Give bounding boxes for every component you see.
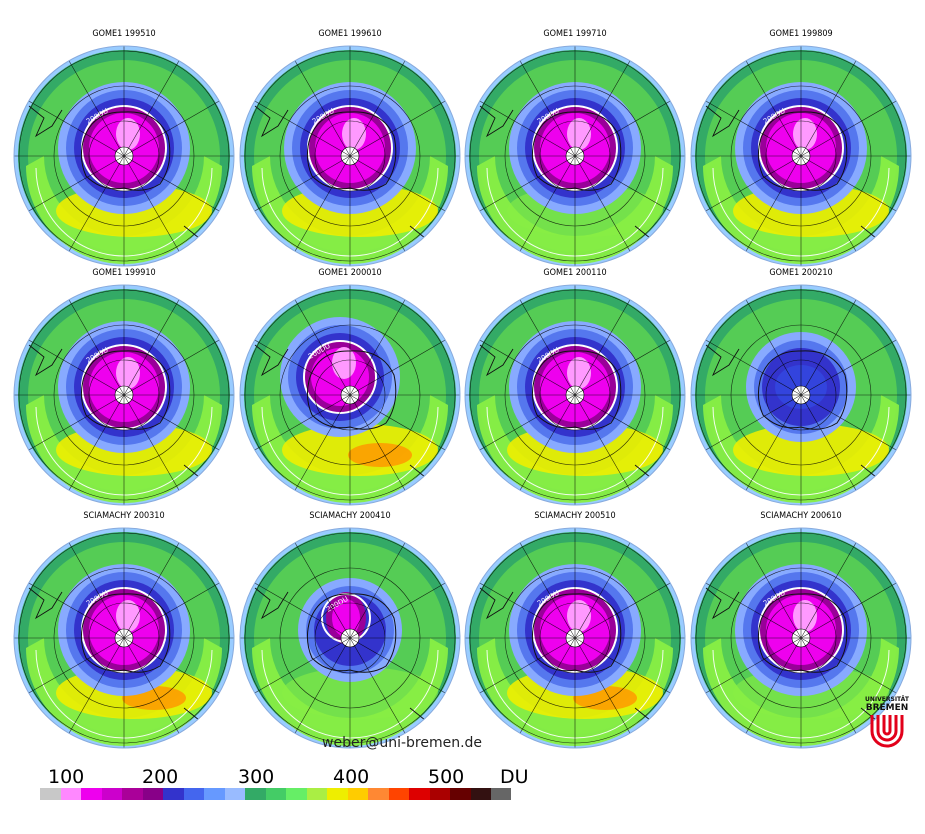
colorbar-swatch xyxy=(347,788,368,800)
colorbar-tick-100: 100 xyxy=(48,766,85,788)
ozone-polar-map: 200DU xyxy=(239,45,461,267)
map-title: GOME1 199910 xyxy=(92,268,156,278)
colorbar-swatch xyxy=(204,788,225,800)
colorbar-swatch xyxy=(286,788,307,800)
colorbar-swatch xyxy=(224,788,245,800)
ozone-polar-map: 200DU xyxy=(13,527,235,749)
map-title: SCIAMACHY 200510 xyxy=(534,511,616,521)
ozone-polar-map: 200DU xyxy=(464,284,686,506)
colorbar-swatch xyxy=(450,788,471,800)
colorbar-swatch xyxy=(327,788,348,800)
ozone-polar-map: 200DU xyxy=(690,45,912,267)
map-title: SCIAMACHY 200610 xyxy=(760,511,842,521)
colorbar-tick-500: 500 xyxy=(428,766,465,788)
colorbar-unit-label: DU xyxy=(500,766,529,788)
colorbar-swatch xyxy=(142,788,163,800)
colorbar-tick-200: 200 xyxy=(142,766,179,788)
map-title: GOME1 199809 xyxy=(769,29,833,39)
colorbar-swatch xyxy=(306,788,327,800)
ozone-polar-map: 200DU xyxy=(690,527,912,749)
colorbar-swatch xyxy=(429,788,450,800)
colorbar-swatch xyxy=(183,788,204,800)
ozone-polar-map: 200DU xyxy=(239,284,461,506)
colorbar-swatch xyxy=(81,788,102,800)
colorbar-swatch xyxy=(40,788,61,800)
ozone-polar-map: 200DU xyxy=(239,527,461,749)
map-title: GOME1 200210 xyxy=(769,268,833,278)
ozone-polar-map xyxy=(690,284,912,506)
map-title: GOME1 200110 xyxy=(543,268,607,278)
ozone-polar-map: 200DU xyxy=(464,527,686,749)
colorbar-tick-300: 300 xyxy=(238,766,275,788)
map-title: GOME1 200010 xyxy=(318,268,382,278)
colorbar xyxy=(40,788,511,800)
bremen-u-emblem xyxy=(870,715,904,748)
colorbar-swatch xyxy=(491,788,511,800)
ozone-polar-map: 200DU xyxy=(13,45,235,267)
colorbar-swatch xyxy=(409,788,430,800)
colorbar-swatch xyxy=(368,788,389,800)
map-title: SCIAMACHY 200310 xyxy=(83,511,165,521)
ozone-polar-map: 200DU xyxy=(464,45,686,267)
colorbar-tick-labels: 100 200 300 400 500 DU xyxy=(0,766,925,788)
colorbar-swatch xyxy=(101,788,122,800)
colorbar-swatch xyxy=(470,788,491,800)
logo-text-line2: BREMEN xyxy=(865,703,909,713)
colorbar-swatch xyxy=(122,788,143,800)
map-title: GOME1 199710 xyxy=(543,29,607,39)
colorbar-swatch xyxy=(388,788,409,800)
logo-text-line1: UNIVERSITÄT xyxy=(865,696,909,703)
colorbar-swatch xyxy=(163,788,184,800)
colorbar-tick-400: 400 xyxy=(333,766,370,788)
map-title: GOME1 199610 xyxy=(318,29,382,39)
author-email: weber@uni-bremen.de xyxy=(322,735,483,751)
university-bremen-logo: UNIVERSITÄT BREMEN xyxy=(862,696,912,752)
colorbar-swatch xyxy=(60,788,81,800)
map-title: GOME1 199510 xyxy=(92,29,156,39)
map-title: SCIAMACHY 200410 xyxy=(309,511,391,521)
colorbar-swatch xyxy=(245,788,266,800)
ozone-polar-map: 200DU xyxy=(13,284,235,506)
colorbar-swatch xyxy=(265,788,286,800)
